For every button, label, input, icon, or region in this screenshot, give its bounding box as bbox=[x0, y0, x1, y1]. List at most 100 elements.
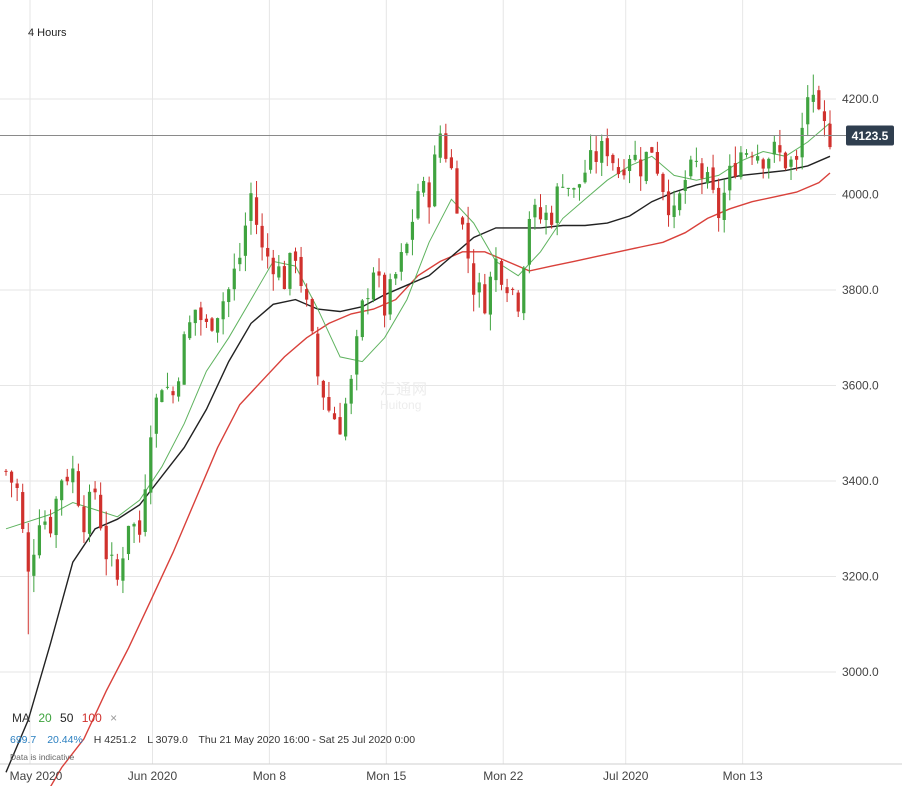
candle-body bbox=[299, 256, 303, 287]
candle-body bbox=[338, 417, 342, 435]
candle-body bbox=[449, 157, 454, 169]
candle-body bbox=[15, 483, 19, 488]
change-value: 699.7 bbox=[10, 734, 37, 746]
ma50-path bbox=[5, 155, 831, 773]
candle-body bbox=[728, 165, 732, 191]
candle-body bbox=[355, 336, 359, 375]
candle-body bbox=[266, 247, 270, 257]
candle-body bbox=[433, 154, 437, 207]
candle-body bbox=[176, 381, 181, 397]
candle-body bbox=[410, 221, 415, 240]
ma100-period[interactable]: 100 bbox=[81, 711, 102, 725]
candle-body bbox=[605, 138, 609, 157]
candle-body bbox=[110, 554, 114, 556]
candle-body bbox=[327, 397, 331, 411]
grid bbox=[0, 0, 902, 765]
candle-body bbox=[37, 525, 42, 556]
candle-body bbox=[366, 298, 370, 300]
candle-body bbox=[616, 167, 621, 175]
candle-body bbox=[817, 90, 821, 110]
candle-body bbox=[332, 413, 337, 420]
candle-body bbox=[505, 287, 509, 294]
remove-indicator-icon[interactable]: × bbox=[110, 711, 118, 725]
candle-body bbox=[382, 274, 387, 316]
candle-body bbox=[717, 187, 721, 219]
x-tick-label: Mon 13 bbox=[723, 769, 763, 783]
candle-body bbox=[316, 333, 320, 377]
candle-body bbox=[756, 156, 760, 161]
x-tick-label: Mon 22 bbox=[483, 769, 523, 783]
candle-body bbox=[527, 218, 531, 265]
candle-body bbox=[750, 156, 754, 158]
candle-body bbox=[160, 390, 164, 403]
candle-body bbox=[533, 204, 537, 218]
candle-body bbox=[115, 559, 119, 580]
candle-body bbox=[349, 378, 353, 404]
candle-body bbox=[215, 318, 220, 333]
candle-body bbox=[522, 267, 526, 314]
candle-body bbox=[666, 191, 671, 216]
candle-body bbox=[43, 521, 47, 525]
candle-body bbox=[305, 289, 309, 300]
candle-body bbox=[622, 169, 626, 176]
candle-body bbox=[583, 172, 587, 183]
candle-body bbox=[494, 258, 498, 281]
candle-body bbox=[126, 525, 131, 555]
candle-body bbox=[483, 284, 487, 314]
y-axis: 4200.0 4000.0 3800.0 3600.0 3400.0 3200.0 3000… bbox=[842, 92, 879, 679]
candle-body bbox=[171, 391, 175, 396]
candle-body bbox=[611, 154, 615, 164]
candle-body bbox=[566, 187, 570, 189]
candle-body bbox=[310, 298, 314, 332]
candle-body bbox=[550, 212, 554, 225]
ma20-period[interactable]: 20 bbox=[38, 711, 52, 725]
candle-body bbox=[48, 516, 53, 534]
ma100-line bbox=[50, 172, 831, 786]
candle-body bbox=[210, 318, 214, 331]
candle-body bbox=[405, 243, 409, 254]
last-price-text: 4123.5 bbox=[852, 129, 889, 143]
candle-body bbox=[288, 252, 292, 289]
candle-body bbox=[132, 523, 136, 527]
candle-body bbox=[694, 160, 698, 162]
x-tick-label: Mon 15 bbox=[366, 769, 406, 783]
candle-body bbox=[577, 184, 582, 188]
candle-body bbox=[722, 192, 726, 220]
candle-body bbox=[472, 263, 476, 295]
candle-body bbox=[93, 488, 97, 493]
candle-body bbox=[538, 207, 543, 220]
candle-body bbox=[416, 191, 420, 219]
ma50-period[interactable]: 50 bbox=[60, 711, 74, 725]
candle-body bbox=[104, 525, 108, 560]
candle-body bbox=[232, 268, 236, 290]
x-tick-label: Jul 2020 bbox=[603, 769, 649, 783]
candle-body bbox=[689, 159, 693, 177]
candle-body bbox=[544, 212, 548, 221]
candle-body bbox=[9, 471, 14, 483]
ma20-path bbox=[5, 122, 831, 530]
ma50-line bbox=[5, 155, 831, 773]
candle-body bbox=[499, 261, 504, 285]
candle-body bbox=[227, 289, 231, 303]
candle-body bbox=[600, 140, 604, 163]
candle-body bbox=[65, 476, 69, 482]
candle-body bbox=[26, 532, 30, 572]
y-tick-label: 3800.0 bbox=[842, 283, 879, 297]
candle-body bbox=[633, 154, 637, 160]
timeframe-label[interactable]: 4 Hours bbox=[28, 27, 67, 39]
x-tick-label: Mon 8 bbox=[253, 769, 287, 783]
y-tick-label: 3400.0 bbox=[842, 474, 879, 488]
candle-body bbox=[711, 167, 715, 190]
last-price-tag: 4123.5 bbox=[846, 125, 894, 146]
candle-body bbox=[639, 159, 643, 177]
candle-body bbox=[733, 163, 737, 177]
candle-body bbox=[678, 193, 682, 211]
candle-body bbox=[516, 292, 520, 312]
candle-body bbox=[71, 468, 75, 483]
x-axis: May 2020 Jun 2020 Mon 8 Mon 15 Mon 22 Jul 202… bbox=[10, 769, 763, 783]
y-tick-label: 4200.0 bbox=[842, 92, 879, 106]
candle-body bbox=[76, 471, 80, 506]
candle-body bbox=[165, 386, 170, 388]
indicator-legend[interactable]: MA 20 50 100 × bbox=[12, 711, 122, 725]
